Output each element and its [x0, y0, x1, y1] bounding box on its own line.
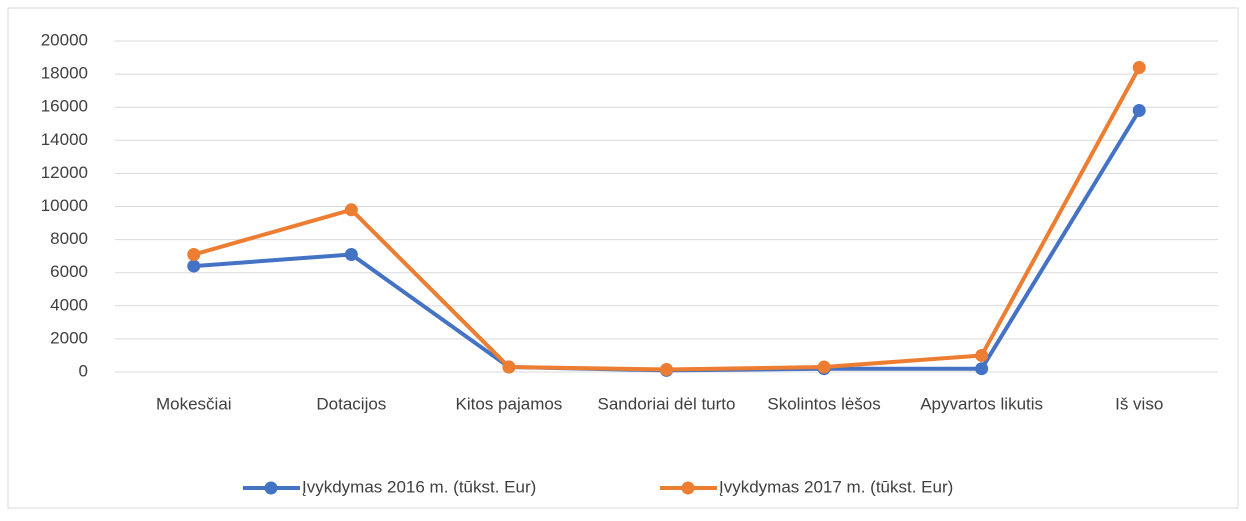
y-tick-label: 6000 — [50, 262, 88, 281]
data-point — [344, 203, 358, 217]
x-tick-label: Apyvartos likutis — [920, 394, 1043, 413]
data-point — [1132, 104, 1146, 118]
y-tick-label: 2000 — [50, 328, 88, 347]
data-point — [502, 360, 516, 374]
x-tick-label: Dotacijos — [316, 394, 386, 413]
legend-label: Įvykdymas 2017 m. (tūkst. Eur) — [719, 477, 953, 496]
data-point — [817, 360, 831, 374]
x-tick-label: Sandoriai dėl turto — [598, 394, 736, 413]
data-point — [1132, 60, 1146, 74]
x-tick-label: Mokesčiai — [156, 394, 232, 413]
y-tick-label: 12000 — [41, 163, 88, 182]
y-tick-label: 0 — [79, 361, 88, 380]
y-tick-label: 14000 — [41, 130, 88, 149]
x-tick-label: Iš viso — [1115, 394, 1163, 413]
data-point — [344, 247, 358, 261]
y-tick-label: 18000 — [41, 64, 88, 83]
y-tick-label: 16000 — [41, 97, 88, 116]
data-point — [975, 362, 989, 376]
data-point — [660, 363, 673, 377]
data-point — [187, 259, 201, 273]
legend-label: Įvykdymas 2016 m. (tūkst. Eur) — [302, 477, 536, 496]
legend-marker — [681, 481, 695, 495]
x-tick-label: Kitos pajamos — [456, 394, 563, 413]
y-tick-label: 20000 — [41, 30, 88, 49]
y-tick-label: 8000 — [50, 229, 88, 248]
x-tick-label: Skolintos lėšos — [767, 394, 880, 413]
y-tick-label: 10000 — [41, 196, 88, 215]
legend-marker — [264, 481, 278, 495]
data-point — [187, 247, 201, 261]
data-point — [975, 348, 989, 362]
y-tick-label: 4000 — [50, 295, 88, 314]
